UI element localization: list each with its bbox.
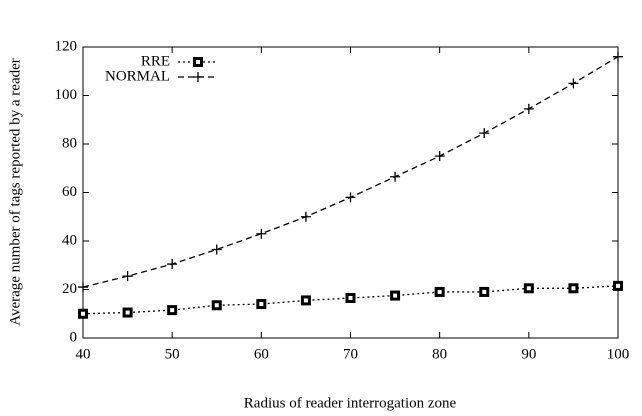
data-point (211, 244, 222, 255)
data-point (390, 290, 401, 301)
marker-inner (616, 283, 620, 288)
data-point (568, 78, 579, 89)
marker-inner (348, 295, 353, 300)
x-tick-label: 40 (76, 346, 91, 362)
marker-inner (214, 303, 219, 308)
data-point (211, 300, 222, 311)
y-tick-label: 80 (62, 135, 77, 151)
data-point (122, 307, 133, 318)
marker-inner (259, 302, 264, 307)
marker-inner (526, 286, 531, 291)
y-tick-label: 20 (62, 281, 77, 297)
marker-inner (170, 308, 175, 313)
data-point (523, 103, 534, 114)
x-tick-label: 90 (521, 346, 536, 362)
data-point (300, 295, 311, 306)
y-tick-label: 100 (55, 87, 78, 103)
data-point (434, 286, 445, 297)
marker-inner (482, 289, 487, 294)
y-tick-label: 0 (70, 329, 78, 345)
data-point (78, 282, 88, 293)
data-point (122, 271, 133, 282)
series-line (82, 56, 619, 288)
x-tick-label: 50 (165, 346, 180, 362)
x-tick-label: 70 (343, 346, 358, 362)
data-point (78, 308, 88, 319)
data-point (479, 128, 490, 139)
marker-inner (571, 286, 576, 291)
marker-inner (196, 60, 200, 64)
marker-inner (437, 289, 442, 294)
marker-inner (303, 298, 308, 303)
data-point (167, 259, 178, 270)
data-point (345, 292, 356, 303)
y-tick-label: 40 (62, 232, 77, 248)
marker-inner (81, 311, 85, 316)
data-point (613, 51, 623, 62)
data-point (568, 283, 579, 294)
data-point (167, 305, 178, 316)
data-point (256, 299, 267, 310)
legend-marker (193, 72, 203, 82)
y-tick-label: 120 (55, 38, 78, 54)
x-tick-label: 100 (607, 346, 630, 362)
data-point (345, 192, 356, 203)
data-point (613, 280, 623, 291)
marker-inner (393, 293, 398, 298)
data-point (434, 151, 445, 162)
x-tick-label: 80 (432, 346, 447, 362)
data-point (300, 211, 311, 222)
y-axis-label: Average number of tags reported by a rea… (7, 58, 23, 326)
x-axis-label: Radius of reader interrogation zone (244, 395, 457, 411)
marker-inner (125, 310, 130, 315)
legend-marker (193, 57, 203, 67)
data-point (256, 228, 267, 239)
data-point (523, 283, 534, 294)
data-point (390, 171, 401, 182)
data-point (479, 286, 490, 297)
legend-label: NORMAL (105, 68, 170, 84)
y-tick-label: 60 (62, 184, 77, 200)
legend-label: RRE (141, 53, 170, 69)
x-tick-label: 60 (254, 346, 269, 362)
